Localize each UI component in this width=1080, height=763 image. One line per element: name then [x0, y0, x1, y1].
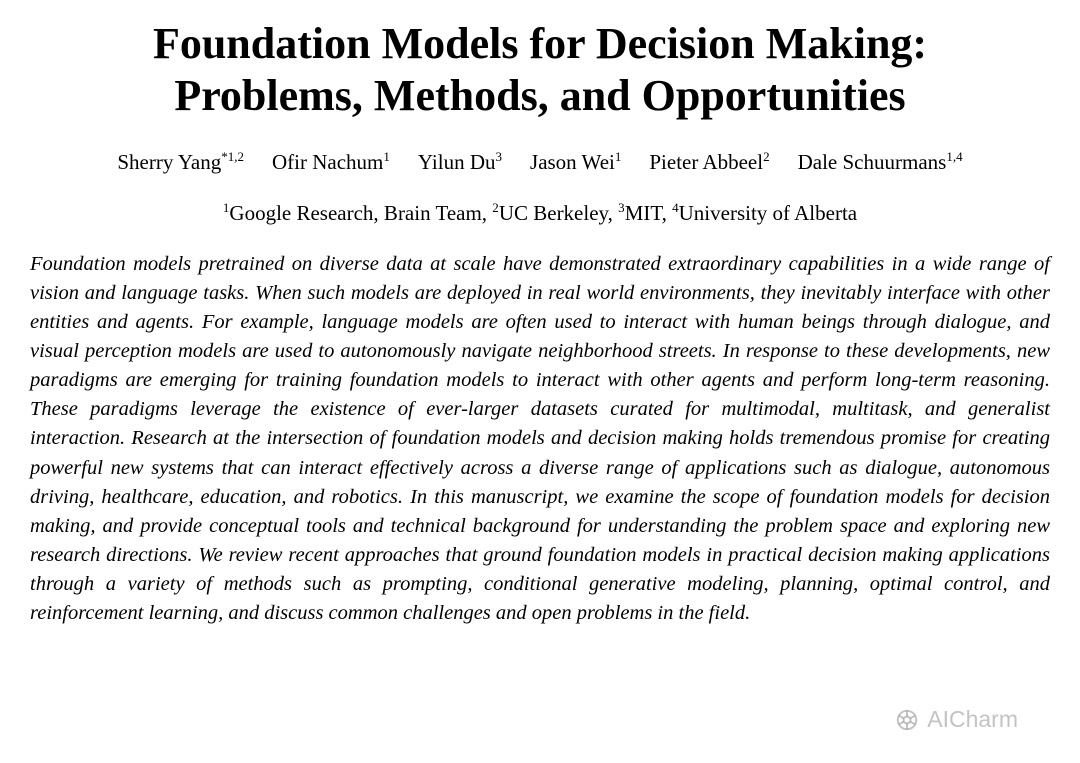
affiliation: 4University of Alberta — [672, 201, 857, 225]
affiliation: 3MIT, — [618, 201, 672, 225]
author: Pieter Abbeel2 — [649, 150, 769, 174]
abstract-text: Foundation models pretrained on diverse … — [30, 252, 1050, 625]
author-superscript: 2 — [763, 148, 770, 164]
author: Dale Schuurmans1,4 — [798, 150, 963, 174]
affiliation-text: University of Alberta — [678, 200, 858, 225]
author: Yilun Du3 — [418, 150, 502, 174]
author-line: Sherry Yang*1,2 Ofir Nachum1 Yilun Du3 Jaso… — [30, 150, 1050, 175]
author-name: Jason Wei — [530, 149, 615, 174]
affiliation-superscript: 4 — [672, 199, 679, 215]
paper-title-line2: Problems, Methods, and Opportunities — [174, 70, 906, 120]
paper-title: Foundation Models for Decision Making: P… — [30, 18, 1050, 122]
affiliation-text: Google Research, Brain Team, — [229, 200, 493, 225]
affiliation-superscript: 3 — [618, 199, 625, 215]
author-name: Dale Schuurmans — [797, 149, 947, 174]
watermark: AICharm — [894, 706, 1018, 733]
author-superscript: 1,4 — [946, 148, 963, 164]
paper-page: Foundation Models for Decision Making: P… — [30, 18, 1050, 625]
affiliation-superscript: 1 — [222, 199, 230, 215]
affiliation-text: MIT, — [624, 200, 673, 225]
affiliation: 2UC Berkeley, — [492, 201, 618, 225]
author: Ofir Nachum1 — [272, 150, 390, 174]
author-superscript: 1 — [614, 148, 622, 164]
author-name: Ofir Nachum — [272, 149, 384, 174]
author-superscript: *1,2 — [221, 148, 244, 164]
author-name: Pieter Abbeel — [649, 149, 764, 174]
watermark-label: AICharm — [927, 706, 1018, 732]
affiliation: 1Google Research, Brain Team, — [223, 201, 492, 225]
paper-title-line1: Foundation Models for Decision Making: — [152, 19, 928, 68]
author-name: Sherry Yang — [117, 149, 222, 174]
affiliation-text: UC Berkeley, — [498, 200, 619, 225]
author: Jason Wei1 — [530, 150, 621, 174]
affiliation-line: 1Google Research, Brain Team, 2UC Berkel… — [30, 201, 1050, 226]
affiliation-superscript: 2 — [492, 199, 499, 215]
aicharm-logo-icon — [894, 707, 920, 733]
author-superscript: 1 — [383, 148, 390, 164]
author-name: Yilun Du — [417, 149, 496, 174]
author-superscript: 3 — [495, 148, 503, 164]
author: Sherry Yang*1,2 — [117, 150, 244, 174]
